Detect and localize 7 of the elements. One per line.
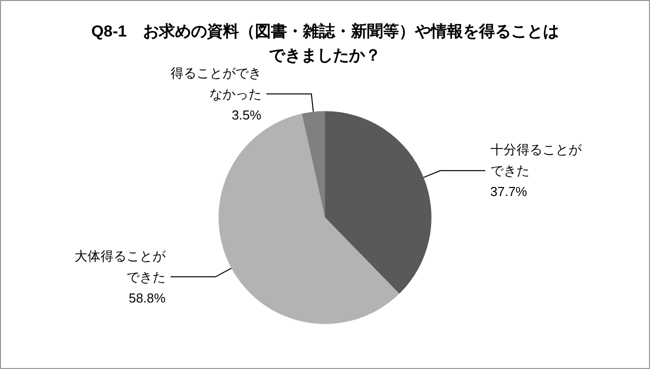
slice-label: 得ることができなかった (170, 65, 262, 102)
slice-label: 十分得ることができた (490, 142, 582, 178)
data-label: 37.7% (490, 184, 528, 200)
chart-title: Q8-1 お求めの資料（図書・雑誌・新聞等）や情報を得ることはできましたか？ (91, 22, 559, 64)
slice-label: 大体得ることができた (74, 248, 167, 284)
data-label: 58.8% (128, 290, 166, 306)
data-label: 3.5% (232, 107, 262, 122)
